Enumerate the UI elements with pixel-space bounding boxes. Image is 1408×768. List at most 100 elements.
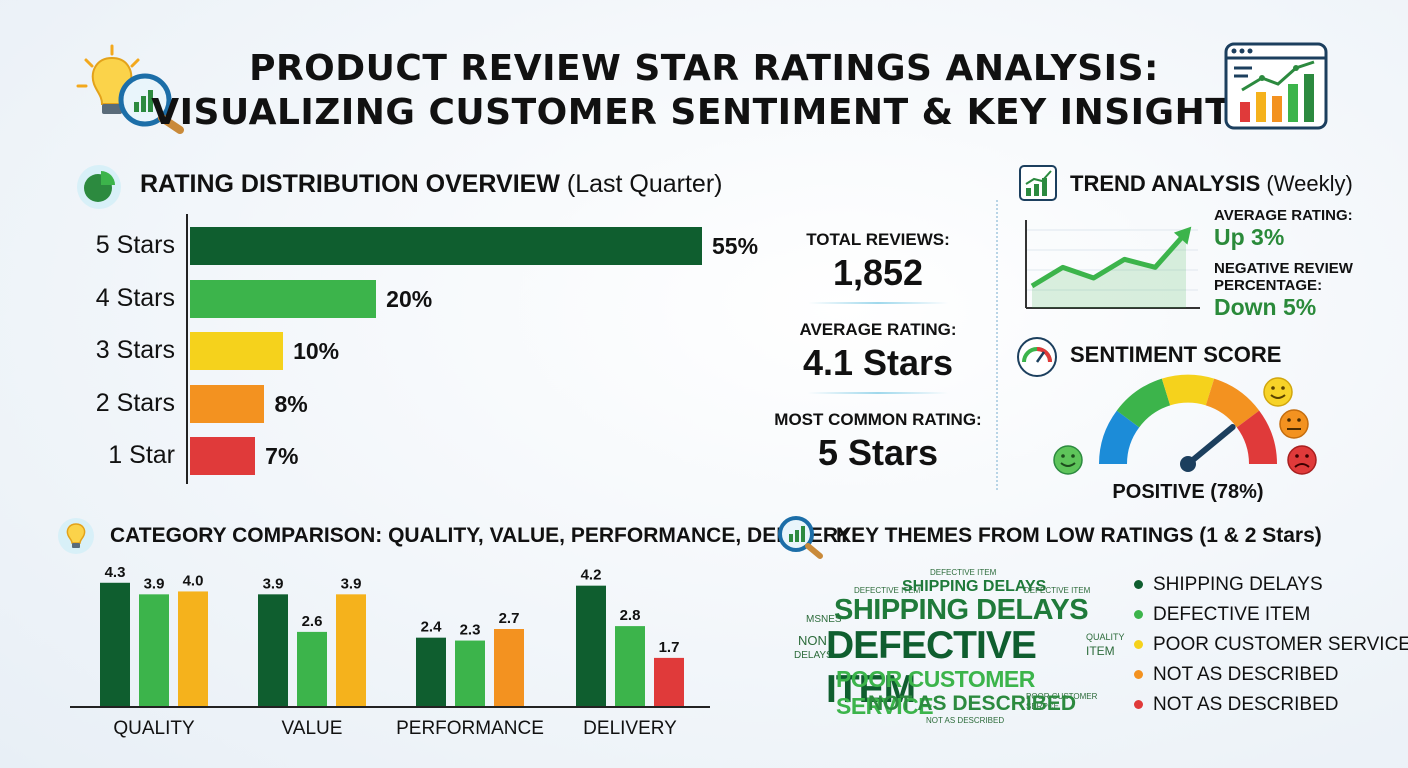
category-value-label: 4.2 bbox=[581, 567, 602, 584]
average-rating-value: 4.1 Stars bbox=[802, 342, 954, 383]
category-bar bbox=[494, 629, 524, 707]
cloud-word: QUALITY bbox=[1086, 632, 1125, 642]
most-common-rating-value: 5 Stars bbox=[817, 432, 939, 473]
distribution-category-label: 2 Stars bbox=[95, 388, 175, 417]
category-value-label: 2.6 bbox=[302, 613, 323, 630]
lightbulb-magnifier-icon bbox=[72, 40, 197, 135]
distribution-bar bbox=[190, 437, 256, 475]
cloud-word-shipping-delays: SHIPPING DELAYS bbox=[834, 594, 1089, 626]
category-bar bbox=[654, 657, 684, 707]
distribution-value-label: 55% bbox=[712, 233, 759, 259]
legend-item: DEFECTIVE ITEM bbox=[1134, 604, 1310, 626]
trend-series-line bbox=[1030, 231, 1188, 289]
category-value-label: 3.9 bbox=[144, 575, 165, 592]
category-heading: CATEGORY COMPARISON: QUALITY, VALUE, PER… bbox=[110, 524, 852, 547]
distribution-bar bbox=[190, 332, 284, 370]
legend-dot bbox=[1134, 670, 1143, 680]
vertical-divider bbox=[996, 200, 998, 490]
cloud-word-defective-item: DEFECTIVE ITEM bbox=[826, 624, 1037, 711]
legend-dot bbox=[1134, 640, 1143, 650]
happy-face-icon bbox=[1053, 445, 1083, 475]
category-value-label: 4.0 bbox=[183, 572, 204, 589]
legend-label: POOR CUSTOMER SERVICE bbox=[1153, 634, 1408, 655]
category-value-label: 3.9 bbox=[341, 575, 362, 592]
legend-item: POOR CUSTOMER SERVICE bbox=[1134, 634, 1408, 656]
cloud-word: NOT AS DESCRIBED bbox=[926, 716, 1005, 725]
trend-heading: TREND ANALYSIS (Weekly) bbox=[1070, 171, 1353, 197]
legend-dot bbox=[1134, 610, 1143, 620]
cloud-word: ITEM bbox=[1086, 644, 1115, 658]
legend-label: DEFECTIVE ITEM bbox=[1153, 604, 1311, 625]
category-bar bbox=[139, 594, 169, 707]
trend-neg-value: Down 5% bbox=[1214, 294, 1317, 320]
category-grouped-bar-chart: 4.3 3.9 4.0 QUALITY 3.9 2.6 3.9 VALUE 2.4 2.3 2.7 P… bbox=[70, 564, 710, 739]
cloud-word: MSNES bbox=[806, 614, 842, 625]
total-reviews-label: TOTAL REVIEWS: bbox=[806, 230, 950, 249]
cloud-word: POOR CUSTOMER bbox=[1026, 692, 1098, 701]
trend-neg-label-line-2: PERCENTAGE: bbox=[1214, 277, 1323, 294]
sentiment-heading: SENTIMENT SCORE bbox=[1070, 342, 1282, 367]
trend-avg-value: Up 3% bbox=[1214, 224, 1285, 250]
gauge-hub bbox=[1180, 456, 1196, 472]
category-bar bbox=[615, 626, 645, 707]
themes-heading: KEY THEMES FROM LOW RATINGS (1 & 2 Stars… bbox=[836, 524, 1322, 547]
cloud-word: DEFECTIVE ITEM bbox=[854, 586, 921, 595]
legend-label: NOT AS DESCRIBED bbox=[1153, 694, 1339, 715]
magnifier-chart-icon bbox=[776, 514, 824, 560]
trend-chart-icon bbox=[1018, 164, 1058, 202]
distribution-category-label: 5 Stars bbox=[95, 231, 175, 259]
distribution-category-label: 4 Stars bbox=[95, 283, 175, 312]
trend-arrow-head bbox=[1173, 226, 1192, 245]
sentiment-label: POSITIVE (78%) bbox=[1112, 481, 1264, 503]
distribution-category-label: 3 Stars bbox=[95, 336, 175, 364]
gauge-needle bbox=[1185, 424, 1236, 467]
distribution-bar bbox=[190, 279, 377, 318]
legend-item: NOT AS DESCRIBED bbox=[1134, 694, 1338, 716]
category-bar bbox=[178, 591, 208, 707]
trend-avg-label: AVERAGE RATING: bbox=[1214, 207, 1353, 224]
category-value-label: 1.7 bbox=[659, 639, 680, 656]
distribution-value-label: 20% bbox=[386, 285, 433, 312]
neutral-face-icon bbox=[1279, 409, 1309, 439]
average-rating-label: AVERAGE RATING: bbox=[799, 320, 957, 339]
category-value-label: 2.7 bbox=[499, 610, 520, 627]
distribution-value-label: 10% bbox=[293, 338, 340, 364]
pie-chart-icon bbox=[74, 162, 124, 212]
category-bar bbox=[416, 637, 446, 707]
legend-label: SHIPPING DELAYS bbox=[1153, 574, 1323, 595]
distribution-heading-text: RATING DISTRIBUTION OVERVIEW bbox=[140, 170, 560, 198]
category-bar bbox=[258, 594, 288, 707]
category-value-label: 2.4 bbox=[421, 619, 443, 636]
distribution-category-label: 1 Star bbox=[108, 441, 175, 469]
cloud-word: DELAYS bbox=[794, 650, 833, 661]
category-value-label: 2.8 bbox=[620, 607, 641, 624]
legend-item: NOT AS DESCRIBED bbox=[1134, 664, 1338, 686]
cloud-word: NON bbox=[798, 633, 827, 648]
category-bar bbox=[297, 631, 327, 707]
stats-separator-2 bbox=[808, 392, 948, 394]
lightbulb-icon bbox=[56, 516, 96, 556]
cloud-word-not-as-described: NOT AS DESCRIBED bbox=[868, 692, 1077, 715]
distribution-subheading: (Last Quarter) bbox=[566, 170, 723, 198]
distribution-heading: RATING DISTRIBUTION OVERVIEW (Last Quart… bbox=[140, 170, 722, 199]
category-axis-label: QUALITY bbox=[113, 718, 195, 739]
category-bar bbox=[336, 594, 366, 707]
word-cloud: DEFECTIVE ITEM DEFECTIVE ITEM SHIPPING D… bbox=[790, 566, 1125, 726]
cloud-word-poor-customer-service: POOR CUSTOMER SERVICE bbox=[836, 666, 1035, 719]
cloud-word: DEFECTIVE ITEM bbox=[930, 568, 997, 577]
legend-dot bbox=[1134, 700, 1143, 710]
category-bar bbox=[455, 640, 485, 707]
cloud-word: SERPCE bbox=[1026, 702, 1059, 711]
page-title-line-1: PRODUCT REVIEW STAR RATINGS ANALYSIS: bbox=[249, 48, 1159, 89]
page-title-line-2: VISUALIZING CUSTOMER SENTIMENT & KEY INS… bbox=[151, 92, 1257, 133]
legend-label: NOT AS DESCRIBED bbox=[1153, 664, 1339, 685]
dashboard-chart-icon bbox=[1222, 40, 1330, 132]
trend-line-chart bbox=[1025, 220, 1200, 309]
legend-item: SHIPPING DELAYS bbox=[1134, 574, 1323, 596]
gauge-icon bbox=[1016, 336, 1058, 378]
category-bar bbox=[576, 585, 606, 707]
distribution-value-label: 7% bbox=[265, 443, 299, 469]
distribution-value-label: 8% bbox=[274, 390, 308, 417]
trend-subheading: (Weekly) bbox=[1266, 171, 1353, 196]
category-value-label: 3.9 bbox=[263, 575, 284, 592]
